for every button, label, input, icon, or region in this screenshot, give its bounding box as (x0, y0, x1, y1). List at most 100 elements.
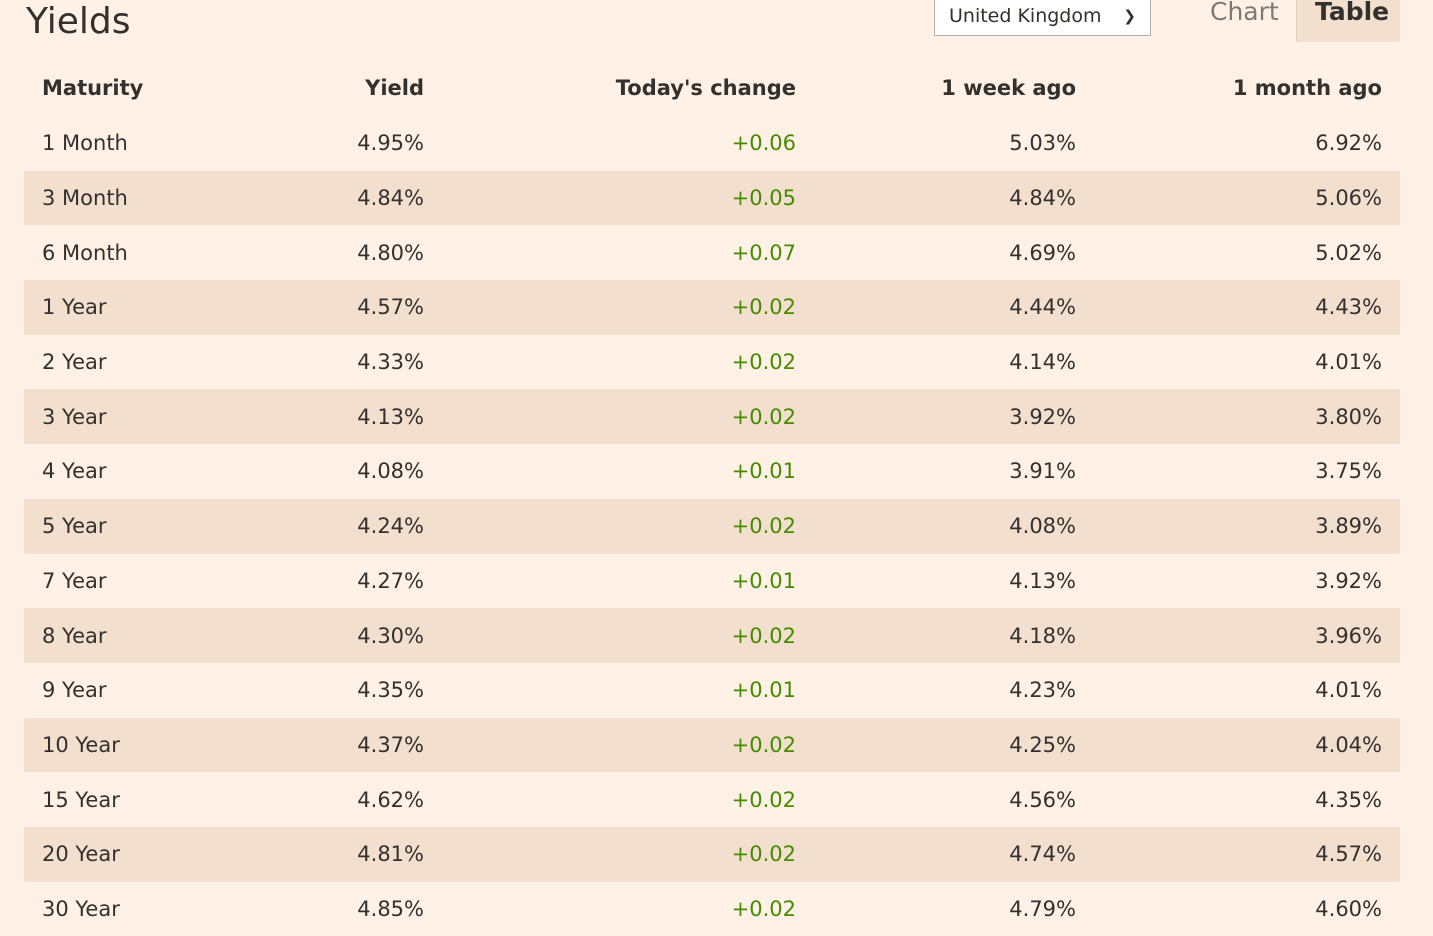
chevron-down-icon: ❯ (1123, 7, 1136, 25)
cell-1-week-ago: 4.74% (796, 826, 1076, 882)
cell-1-month-ago: 4.01% (1315, 350, 1382, 375)
cell-todays-change: +0.02 (424, 608, 796, 663)
cell-1-month-ago: 4.01% (1315, 678, 1382, 703)
cell-todays-change: +0.02 (424, 280, 796, 335)
yields-table: Maturity Yield Today's change 1 week ago 1 m… (24, 60, 1400, 936)
cell-maturity: 3 Month (24, 170, 240, 226)
cell-yield: 4.37% (240, 717, 424, 773)
country-select-value: United Kingdom (949, 5, 1102, 27)
cell-1-month-ago: 4.43% (1076, 280, 1400, 335)
cell-maturity: 6 Month (42, 240, 128, 265)
cell-1-week-ago: 4.08% (796, 498, 1076, 554)
cell-yield: 4.08% (357, 459, 424, 484)
cell-yield: 4.80% (357, 240, 424, 265)
cell-yield: 4.95% (357, 131, 424, 156)
cell-todays-change: +0.02 (731, 787, 796, 812)
table-row: 2 Year 4.33% +0.02 4.14% 4.01% (24, 335, 1400, 390)
table-row: 30 Year 4.85% +0.02 4.79% 4.60% (24, 882, 1400, 936)
cell-maturity: 4 Year (42, 459, 107, 484)
cell-todays-change: +0.01 (731, 459, 796, 484)
table-row: 10 Year 4.37% +0.02 4.25% 4.04% (24, 717, 1400, 773)
cell-todays-change: +0.02 (424, 389, 796, 445)
cell-maturity: 5 Year (24, 498, 240, 554)
table-row: 15 Year 4.62% +0.02 4.56% 4.35% (24, 772, 1400, 827)
cell-todays-change: +0.02 (424, 717, 796, 773)
cell-1-month-ago: 3.75% (1315, 459, 1382, 484)
cell-todays-change: +0.06 (731, 131, 796, 156)
cell-1-month-ago: 3.96% (1076, 608, 1400, 663)
cell-todays-change: +0.01 (731, 568, 796, 593)
country-select[interactable]: United Kingdom ❯ (934, 0, 1151, 36)
cell-todays-change: +0.02 (424, 826, 796, 882)
cell-1-month-ago: 4.35% (1315, 787, 1382, 812)
cell-yield: 4.24% (240, 498, 424, 554)
cell-yield: 4.85% (357, 896, 424, 921)
cell-maturity: 10 Year (24, 717, 240, 773)
cell-yield: 4.57% (240, 280, 424, 335)
cell-1-week-ago: 5.03% (1009, 131, 1076, 156)
cell-1-month-ago: 3.80% (1076, 389, 1400, 445)
table-row: 3 Year 4.13% +0.02 3.92% 3.80% (24, 389, 1400, 445)
cell-yield: 4.33% (357, 350, 424, 375)
cell-yield: 4.84% (240, 170, 424, 226)
cell-1-week-ago: 4.44% (796, 280, 1076, 335)
cell-maturity: 15 Year (42, 787, 120, 812)
cell-1-month-ago: 5.06% (1076, 170, 1400, 226)
cell-1-month-ago: 4.60% (1315, 896, 1382, 921)
tab-table[interactable]: Table (1296, 0, 1400, 42)
cell-1-week-ago: 4.25% (796, 717, 1076, 773)
cell-yield: 4.27% (357, 568, 424, 593)
cell-1-week-ago: 4.56% (1009, 787, 1076, 812)
table-row: 3 Month 4.84% +0.05 4.84% 5.06% (24, 170, 1400, 226)
cell-maturity: 7 Year (42, 568, 107, 593)
table-row: 5 Year 4.24% +0.02 4.08% 3.89% (24, 498, 1400, 554)
cell-maturity: 1 Year (24, 280, 240, 335)
table-row: 8 Year 4.30% +0.02 4.18% 3.96% (24, 608, 1400, 663)
table-row: 1 Year 4.57% +0.02 4.44% 4.43% (24, 280, 1400, 335)
cell-1-month-ago: 3.92% (1315, 568, 1382, 593)
cell-1-month-ago: 4.57% (1076, 826, 1400, 882)
cell-1-week-ago: 4.69% (1009, 240, 1076, 265)
header-todays-change: Today's change (615, 76, 796, 100)
cell-1-month-ago: 4.04% (1076, 717, 1400, 773)
page-title: Yields (26, 1, 131, 42)
table-row: 6 Month 4.80% +0.07 4.69% 5.02% (24, 225, 1400, 280)
cell-maturity: 30 Year (42, 896, 120, 921)
cell-maturity: 9 Year (42, 678, 107, 703)
cell-todays-change: +0.07 (731, 240, 796, 265)
cell-todays-change: +0.01 (731, 678, 796, 703)
cell-maturity: 8 Year (24, 608, 240, 663)
cell-1-week-ago: 4.84% (796, 170, 1076, 226)
table-row: 20 Year 4.81% +0.02 4.74% 4.57% (24, 826, 1400, 882)
cell-1-week-ago: 4.13% (1009, 568, 1076, 593)
header-1-month-ago: 1 month ago (1232, 76, 1382, 100)
cell-1-week-ago: 3.92% (796, 389, 1076, 445)
cell-1-month-ago: 6.92% (1315, 131, 1382, 156)
cell-todays-change: +0.02 (731, 350, 796, 375)
cell-maturity: 20 Year (24, 826, 240, 882)
cell-1-week-ago: 3.91% (1009, 459, 1076, 484)
cell-todays-change: +0.02 (424, 498, 796, 554)
table-row: 4 Year 4.08% +0.01 3.91% 3.75% (24, 444, 1400, 499)
cell-yield: 4.13% (240, 389, 424, 445)
tab-chart[interactable]: Chart (1210, 0, 1279, 26)
header-yield: Yield (365, 76, 424, 100)
table-header: Maturity Yield Today's change 1 week ago 1 m… (24, 60, 1400, 116)
cell-1-week-ago: 4.14% (1009, 350, 1076, 375)
cell-todays-change: +0.05 (424, 170, 796, 226)
cell-1-week-ago: 4.79% (1009, 896, 1076, 921)
table-row: 1 Month 4.95% +0.06 5.03% 6.92% (24, 116, 1400, 171)
cell-1-week-ago: 4.23% (1009, 678, 1076, 703)
cell-maturity: 1 Month (42, 131, 128, 156)
cell-yield: 4.81% (240, 826, 424, 882)
cell-yield: 4.35% (357, 678, 424, 703)
cell-yield: 4.30% (240, 608, 424, 663)
header-1-week-ago: 1 week ago (941, 76, 1076, 100)
cell-1-month-ago: 3.89% (1076, 498, 1400, 554)
cell-yield: 4.62% (357, 787, 424, 812)
cell-todays-change: +0.02 (731, 896, 796, 921)
cell-maturity: 2 Year (42, 350, 107, 375)
header-maturity: Maturity (42, 76, 144, 100)
cell-1-month-ago: 5.02% (1315, 240, 1382, 265)
cell-maturity: 3 Year (24, 389, 240, 445)
